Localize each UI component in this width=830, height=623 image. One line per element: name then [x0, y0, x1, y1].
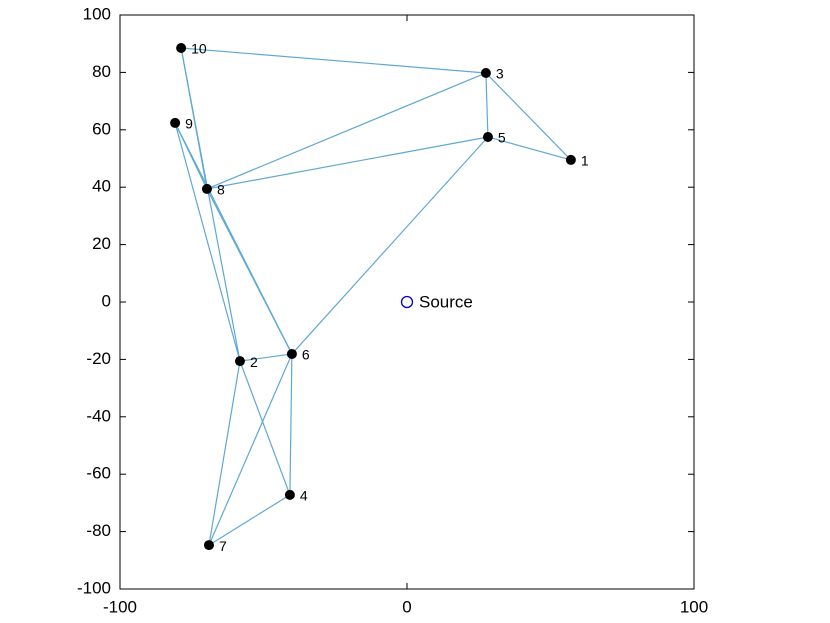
point: [234, 356, 245, 367]
point: [201, 183, 212, 194]
y-tick-label: -40: [86, 406, 111, 425]
y-tick-label: -100: [77, 578, 111, 597]
edge: [180, 47, 241, 362]
point: [176, 43, 187, 54]
point-label: 10: [191, 41, 207, 57]
plot-frame: [119, 14, 695, 590]
y-tick-label: 20: [92, 234, 111, 253]
edge: [291, 136, 489, 355]
point-label: 7: [219, 538, 227, 554]
edge: [181, 47, 486, 74]
edge: [485, 72, 489, 137]
edge: [206, 188, 293, 355]
edge: [485, 72, 572, 161]
edge: [239, 353, 292, 362]
point: [284, 489, 295, 500]
edge: [208, 494, 291, 546]
edge: [487, 136, 572, 161]
edge: [206, 72, 487, 190]
y-tick-label: 80: [92, 62, 111, 81]
source-point: [400, 295, 414, 309]
point: [286, 348, 297, 359]
point: [203, 540, 214, 551]
point-label: 9: [185, 116, 193, 132]
y-tick-label: 0: [102, 291, 111, 310]
point-label: 4: [300, 488, 308, 504]
x-tick-label: 0: [402, 597, 411, 616]
point-label: 5: [498, 130, 506, 146]
point-label: 6: [302, 347, 310, 363]
point: [565, 154, 576, 165]
y-tick-label: -60: [86, 464, 111, 483]
point-label: 2: [250, 354, 258, 370]
y-tick-label: -80: [86, 521, 111, 540]
y-tick-label: 40: [92, 177, 111, 196]
y-tick-label: 100: [83, 4, 111, 23]
y-tick-label: 60: [92, 119, 111, 138]
edge: [206, 136, 489, 190]
point: [170, 117, 181, 128]
edge: [289, 353, 293, 495]
point-label: 8: [217, 182, 225, 198]
edge: [239, 360, 291, 496]
point: [480, 67, 491, 78]
y-tick-label: -20: [86, 349, 111, 368]
source-label: Source: [419, 292, 473, 311]
point: [482, 131, 493, 142]
x-tick-label: -100: [103, 597, 137, 616]
edge: [208, 361, 241, 546]
point-label: 1: [581, 153, 589, 169]
point-label: 3: [496, 66, 504, 82]
edge: [208, 353, 293, 546]
x-tick-label: 100: [680, 597, 708, 616]
edge: [174, 122, 241, 362]
